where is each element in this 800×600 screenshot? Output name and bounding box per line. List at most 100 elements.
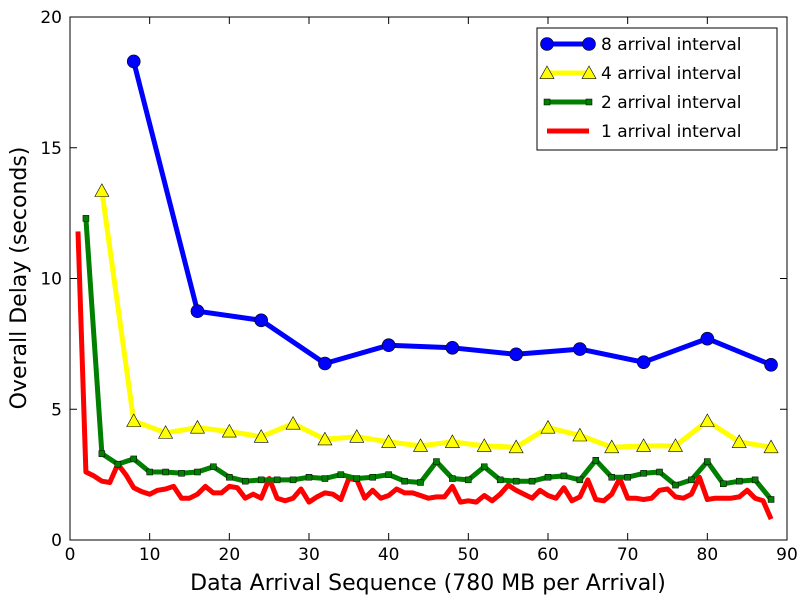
legend-entry: 8 arrival interval [540,35,741,55]
data-point [735,477,743,485]
data-point [699,413,715,427]
data-point [433,458,440,465]
data-point [624,473,631,481]
data-point [585,98,593,106]
data-point [604,439,620,454]
x-tick-label: 40 [378,545,400,565]
ticks-layer: 0 10 20 30 40 50 60 70 80 90 0 5 10 15 20 [40,8,797,565]
data-point [672,481,679,489]
series-4-arrival-interval [94,183,779,454]
data-point [764,357,778,372]
data-point [242,477,249,485]
data-point [576,476,584,484]
data-point [126,54,141,69]
data-point [162,468,169,476]
data-point [592,456,600,464]
data-point [636,355,651,369]
data-point [688,476,695,484]
data-point [560,472,568,480]
legend-label: 8 arrival interval [601,35,741,55]
data-point [572,427,588,442]
y-tick-label: 0 [51,531,62,551]
data-point [720,480,727,488]
data-point [636,438,652,452]
data-point [417,479,424,486]
data-point [481,463,488,471]
x-tick-label: 0 [65,545,76,565]
data-point [401,477,408,485]
data-point [337,471,345,478]
data-point [82,215,90,222]
data-point [385,471,392,478]
data-point [221,423,237,438]
data-point [190,304,205,318]
data-point [656,468,663,476]
x-tick-label: 90 [776,545,798,565]
data-point [528,477,536,485]
data-point [445,340,460,355]
data-point [318,356,332,371]
y-tick-label: 10 [40,270,62,290]
data-point [257,476,265,484]
data-point [254,313,269,328]
data-point [767,496,775,503]
data-point [178,470,185,477]
legend: 8 arrival interval 4 arrival interval 2 ar… [536,27,778,151]
data-point [512,477,520,485]
data-point [226,473,233,481]
legend-entry: 4 arrival interval [539,64,741,84]
series-2-arrival-interval [82,215,775,503]
data-point [130,455,137,463]
data-point [146,468,153,476]
data-point [731,434,747,448]
data-point [210,463,217,471]
data-point [285,416,301,430]
legend-label: 2 arrival interval [601,93,741,113]
x-tick-label: 70 [617,545,639,565]
data-point [465,476,472,484]
legend-entry: 1 arrival interval [547,122,741,142]
y-tick-label: 5 [51,400,62,420]
data-point [582,37,596,51]
series-line [75,231,774,521]
x-tick-label: 10 [139,545,161,565]
data-point [476,438,492,452]
data-point [194,468,201,476]
data-point [273,476,281,484]
y-axis-title: Overall Delay (seconds) [7,147,32,410]
data-point [253,429,269,443]
data-point [667,438,683,452]
data-point [289,476,297,484]
series-line [99,190,772,450]
x-axis-title: Data Arrival Sequence (780 MB per Arriva… [190,571,666,596]
data-point [158,425,174,439]
data-point [543,98,551,106]
data-point [449,475,456,482]
data-point [305,473,313,481]
data-point [413,438,429,452]
series-1-arrival-interval [75,231,774,521]
x-tick-label: 30 [298,545,320,565]
x-tick-label: 50 [458,545,480,565]
legend-label: 1 arrival interval [601,122,741,142]
series-8-arrival-interval [126,54,778,372]
data-point [509,347,523,362]
data-point [98,450,106,457]
legend-label: 4 arrival interval [601,64,741,84]
series-layer [75,54,779,521]
data-point [444,434,460,448]
data-point [704,458,711,465]
data-point [608,473,615,481]
data-point [126,413,142,427]
data-point [321,475,329,482]
data-point [539,65,555,79]
data-point [369,473,376,481]
data-point [94,183,110,197]
data-point [763,439,779,454]
data-point [540,419,556,434]
data-point [573,342,587,356]
data-point [700,331,715,346]
x-tick-label: 60 [537,545,559,565]
y-tick-label: 15 [40,139,62,159]
